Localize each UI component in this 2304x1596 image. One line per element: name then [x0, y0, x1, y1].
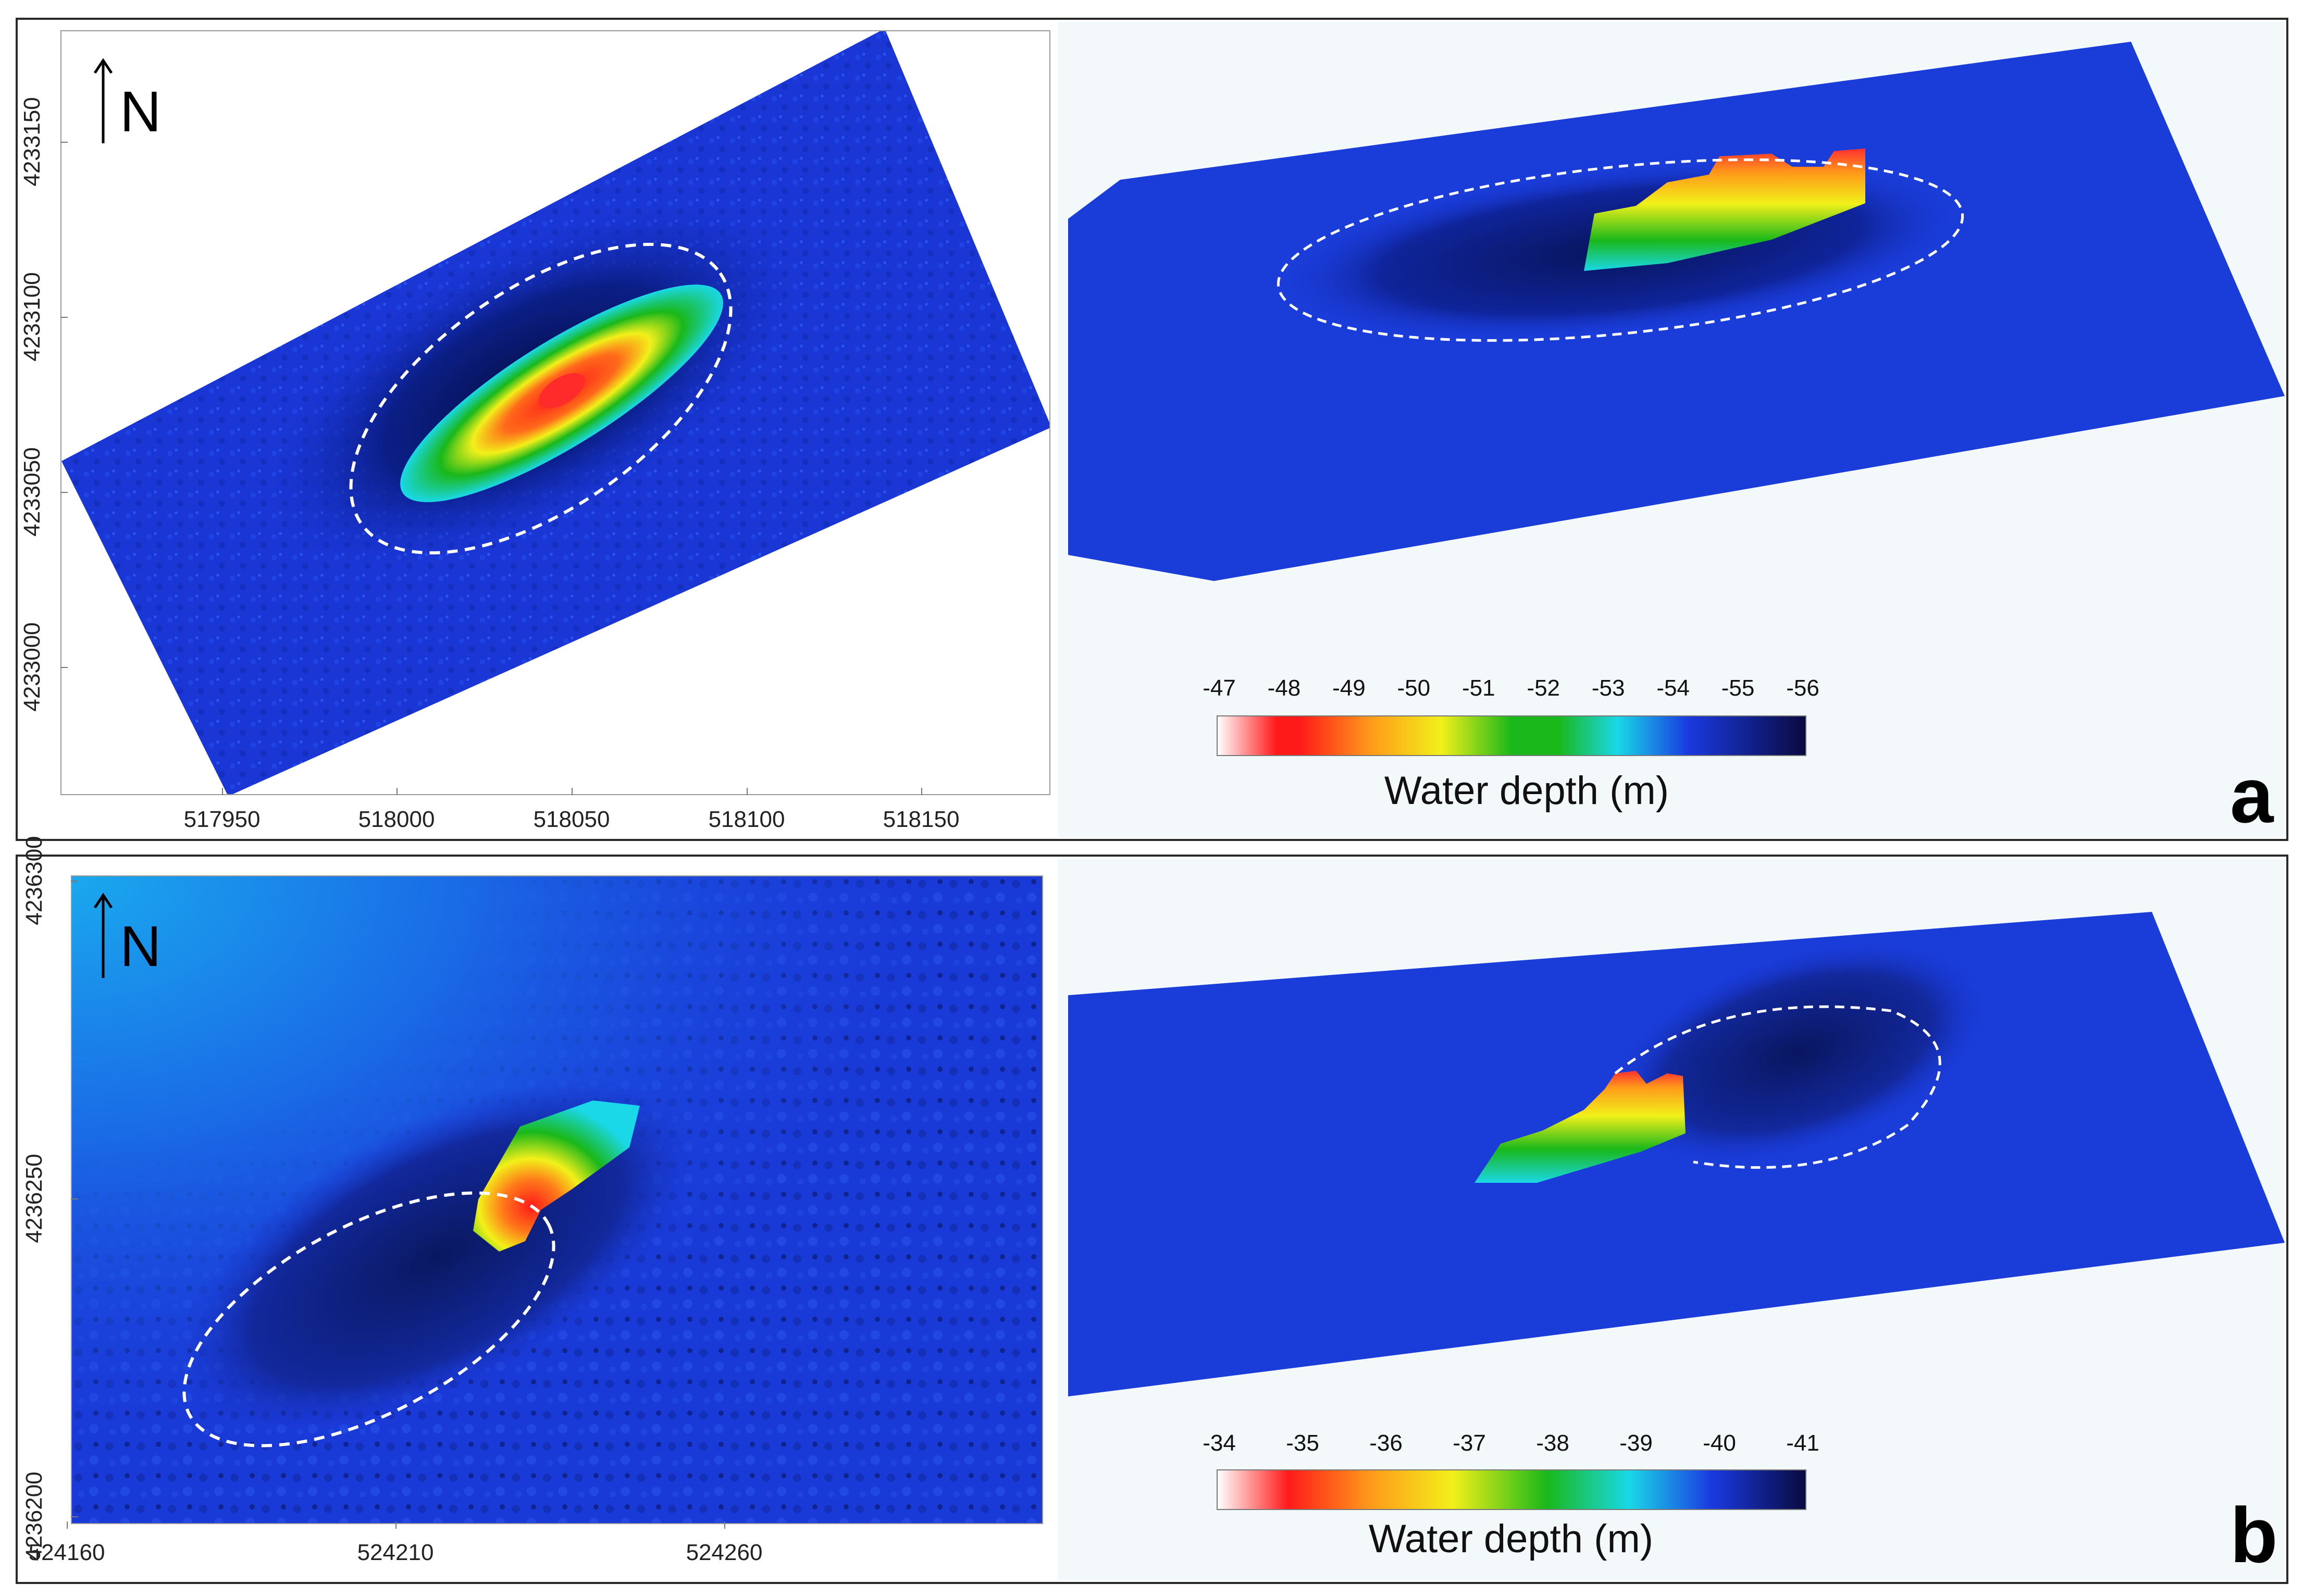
colorbar-tick-label: -37: [1453, 1430, 1486, 1456]
y-tick-label: 4236250: [21, 1154, 47, 1243]
colorbar-tick-label: -54: [1656, 675, 1690, 701]
x-tick-label: 518150: [883, 807, 960, 832]
colorbar-tick-label: -50: [1397, 675, 1431, 701]
panel-b-colorbar-title: Water depth (m): [1368, 1517, 1654, 1561]
y-tick-mark: [71, 881, 78, 882]
colorbar-tick-label: -35: [1286, 1430, 1319, 1456]
panel-a-map-plot: N: [60, 30, 1050, 795]
y-tick-label: 4233050: [19, 447, 45, 537]
colorbar-tick-label: -48: [1267, 675, 1301, 701]
colorbar-tick-label: -41: [1786, 1430, 1819, 1456]
x-tick-mark: [921, 788, 922, 795]
x-tick-mark: [397, 788, 398, 795]
x-tick-label: 518050: [533, 807, 610, 832]
y-tick-label: 4233150: [19, 97, 45, 187]
panel-b-colorbar: [1217, 1469, 1806, 1510]
x-tick-label: 518000: [358, 807, 435, 832]
colorbar-tick-label: -39: [1619, 1430, 1653, 1456]
y-tick-mark: [71, 1516, 78, 1517]
x-tick-label: 524260: [686, 1540, 763, 1565]
y-tick-mark: [60, 492, 68, 493]
colorbar-tick-label: -53: [1591, 675, 1625, 701]
x-tick-mark: [395, 1521, 397, 1529]
colorbar-tick-label: -55: [1721, 675, 1755, 701]
panel-b-map-plot: N: [71, 875, 1043, 1524]
y-tick-mark: [71, 1198, 78, 1199]
panel-a-scour-outline: [349, 242, 733, 555]
colorbar-tick-label: -40: [1703, 1430, 1736, 1456]
y-tick-label: 4233000: [19, 622, 45, 712]
colorbar-tick-label: -52: [1527, 675, 1560, 701]
x-tick-mark: [222, 788, 223, 795]
y-tick-mark: [60, 142, 68, 143]
colorbar-tick-label: -38: [1536, 1430, 1569, 1456]
x-tick-mark: [724, 1521, 725, 1529]
y-tick-mark: [60, 317, 68, 318]
colorbar-tick-label: -36: [1369, 1430, 1403, 1456]
panel-a-bathymetry-map: [61, 31, 1049, 794]
panel-a-colorbar: [1217, 715, 1806, 756]
colorbar-tick-label: -49: [1332, 675, 1366, 701]
colorbar-tick-label: -47: [1203, 675, 1236, 701]
colorbar-tick-label: -51: [1461, 675, 1495, 701]
x-tick-label: 524210: [357, 1540, 434, 1565]
y-tick-label: 4236300: [21, 836, 47, 925]
panel-b-bathymetry-map: [72, 876, 1042, 1523]
panel-b-letter: b: [2230, 1491, 2278, 1579]
colorbar-tick-label: -34: [1203, 1430, 1236, 1456]
y-tick-label: 4236200: [21, 1471, 47, 1561]
north-label: N: [120, 914, 162, 979]
panel-a-colorbar-title: Water depth (m): [1384, 769, 1669, 813]
x-tick-mark: [572, 788, 573, 795]
x-tick-label: 524160: [28, 1540, 105, 1565]
x-tick-mark: [67, 1521, 68, 1529]
colorbar-tick-label: -56: [1786, 675, 1819, 701]
x-tick-label: 517950: [183, 807, 261, 832]
y-tick-mark: [60, 667, 68, 668]
panel-b-scour-outline: [182, 1191, 555, 1447]
north-label: N: [120, 80, 162, 144]
x-tick-label: 518100: [708, 807, 785, 832]
panel-a-letter: a: [2230, 751, 2274, 839]
x-tick-mark: [747, 788, 748, 795]
panel-b-wreck: [473, 1100, 640, 1252]
y-tick-label: 4233100: [19, 272, 45, 362]
